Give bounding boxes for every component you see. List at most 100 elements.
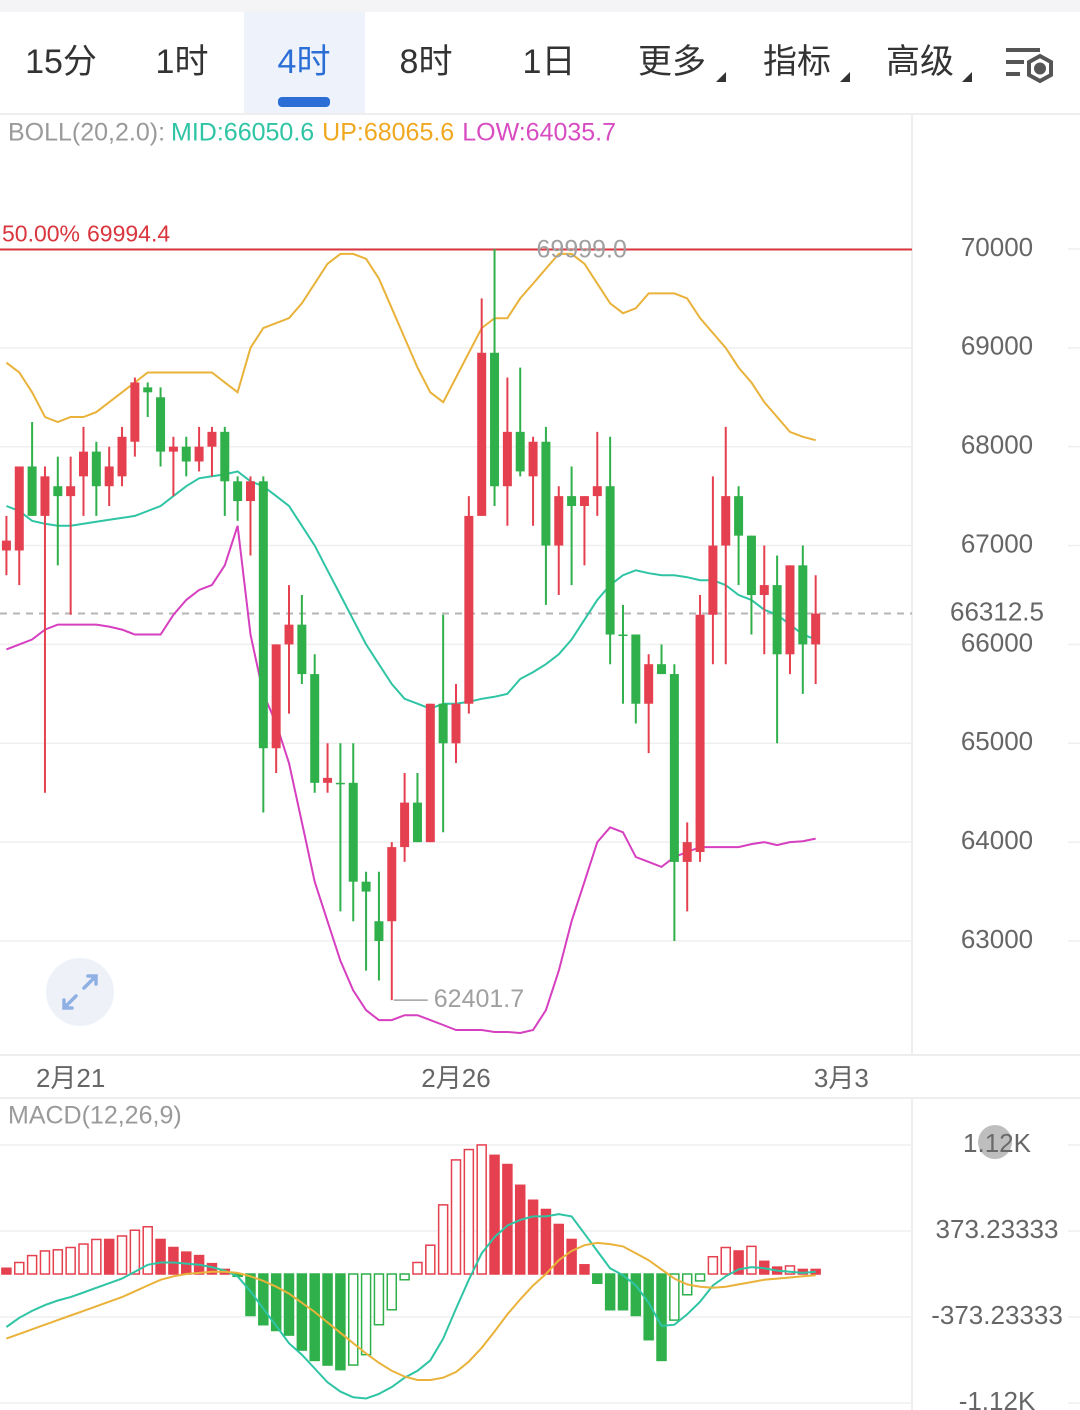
last-price-label: 66312.5 [950, 596, 1044, 626]
candle-body [387, 847, 397, 922]
candle-body [400, 802, 410, 848]
candle-body [554, 496, 564, 546]
candle-body [130, 382, 140, 442]
y-tick-label: 68000 [961, 430, 1033, 460]
candle-body [657, 664, 667, 675]
candle-body [27, 466, 37, 516]
y-tick-label: 373.23333 [936, 1214, 1059, 1244]
candle-body [194, 446, 204, 462]
candle-body [374, 921, 384, 942]
candle-body [310, 674, 320, 783]
dropdown-caret [716, 72, 726, 82]
boll-line [5, 252, 816, 442]
macd-bar [91, 1238, 102, 1275]
candle-body [361, 881, 371, 892]
expand-button[interactable] [46, 958, 114, 1026]
candle-body [117, 436, 127, 477]
legend-entry: UP:68065.6 [322, 119, 454, 147]
candle-body [425, 703, 435, 843]
macd-bar [335, 1273, 346, 1371]
candle-body [181, 446, 191, 462]
candle-body [78, 451, 88, 477]
candle-body [412, 802, 422, 843]
candle-body [746, 535, 756, 595]
y-tick-label: 70000 [961, 232, 1033, 262]
macd-bar [347, 1273, 359, 1366]
macd-bar [373, 1273, 385, 1326]
macd-bar [540, 1208, 552, 1275]
tab-active-bg [244, 12, 365, 113]
candle-body [477, 352, 487, 516]
level-price: 69994.4 [87, 221, 170, 247]
candle-body [207, 431, 217, 447]
x-tick-label: 3月3 [814, 1063, 869, 1093]
candle-body [233, 481, 243, 502]
candle-body [464, 515, 474, 704]
timeframe-tabs: 15分 1时 4时 8时 1日 更多 指标 高级 [25, 12, 954, 113]
macd-bar [270, 1273, 282, 1332]
candle-body [156, 397, 166, 452]
timeframe-tab[interactable]: 高级 [886, 43, 954, 81]
settings-icon[interactable] [1006, 48, 1053, 84]
candle-body [258, 481, 268, 749]
macd-bar [463, 1148, 475, 1275]
macd-bar [399, 1273, 410, 1281]
macd-bar [604, 1273, 616, 1311]
x-tick-label: 2月26 [421, 1063, 490, 1093]
macd-bar [579, 1264, 590, 1275]
macd-bar [360, 1273, 372, 1356]
y-tick-label: 65000 [961, 726, 1033, 756]
dropdown-caret [962, 72, 972, 82]
candle-body [759, 585, 769, 595]
candle-body [348, 782, 358, 882]
candle-body [297, 624, 307, 675]
macd-bar [425, 1244, 436, 1275]
candle-body [682, 842, 692, 862]
macd-bar [116, 1235, 128, 1275]
timeframe-tab[interactable]: 指标 [763, 43, 831, 81]
macd-bar [707, 1255, 719, 1275]
macd-bar [527, 1199, 539, 1275]
macd-bar [26, 1254, 38, 1275]
boll-line [6, 470, 817, 710]
macd-bar [656, 1273, 667, 1362]
dropdown-caret [840, 72, 850, 82]
macd-bar [65, 1246, 76, 1275]
candle-body [40, 476, 50, 516]
timeframe-tab[interactable]: 1时 [156, 43, 209, 81]
candle-body [721, 496, 731, 546]
overlay-dot [978, 1125, 1012, 1159]
macd-bar [617, 1273, 629, 1311]
candle-body [541, 441, 551, 546]
candle-body [618, 634, 628, 637]
candle-body [669, 674, 679, 862]
timeframe-tab[interactable]: 更多 [638, 43, 706, 81]
macd-bar [643, 1273, 654, 1341]
candle-body [811, 613, 821, 645]
candle-body [323, 777, 333, 783]
timeframe-tab[interactable]: 15分 [25, 43, 97, 81]
macd-bar [386, 1273, 398, 1311]
macd-bar [39, 1250, 51, 1275]
macd-bar [592, 1273, 603, 1284]
candle-body [53, 486, 63, 497]
candle-body [695, 614, 705, 853]
timeframe-tab[interactable]: 1日 [523, 43, 576, 81]
macd-bar [669, 1273, 680, 1321]
candle-body [335, 782, 345, 785]
tab-indicator [278, 97, 330, 107]
macd-bar [14, 1261, 25, 1275]
level-ratio: 50.00% [2, 221, 80, 247]
candle-body [91, 451, 101, 487]
macd-title: MACD(12,26,9) [8, 1102, 182, 1130]
macd-bar [155, 1238, 166, 1275]
timeframe-tab[interactable]: 4时 [278, 43, 331, 81]
timeframe-tab[interactable]: 8时 [400, 43, 453, 81]
candle-body [567, 496, 577, 507]
macd-bar [630, 1273, 642, 1317]
candle-body [104, 466, 114, 487]
macd-bar [694, 1273, 706, 1282]
macd-bar [129, 1229, 141, 1275]
